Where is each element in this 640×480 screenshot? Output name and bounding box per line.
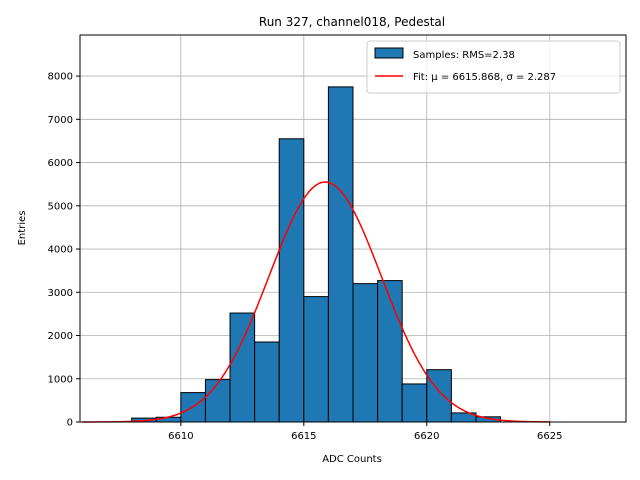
y-axis-label: Entries <box>17 211 28 246</box>
histogram-bar <box>327 86 354 423</box>
legend-fit-label: Fit: μ = 6615.868, σ = 2.287 <box>413 72 556 83</box>
legend: Samples: RMS=2.38 Fit: μ = 6615.868, σ =… <box>366 40 621 94</box>
chart-title: Run 327, channel018, Pedestal <box>259 15 445 29</box>
y-tick-label: 4000 <box>48 245 73 256</box>
legend-samples-swatch <box>374 47 404 59</box>
histogram-bar <box>303 296 329 423</box>
x-tick-label: 6625 <box>537 431 562 442</box>
histogram-bar <box>204 379 231 423</box>
plot-frame <box>79 34 627 423</box>
histogram-bar <box>254 341 280 423</box>
histogram-bars <box>131 86 502 423</box>
histogram-bar <box>278 138 305 423</box>
legend-box <box>366 40 621 94</box>
y-tick-label: 1000 <box>48 374 73 385</box>
histogram-bar <box>426 369 452 423</box>
histogram-bar <box>229 312 256 423</box>
y-tick-label: 6000 <box>48 158 73 169</box>
histogram-bar <box>377 280 403 423</box>
y-tick-label: 0 <box>67 418 73 429</box>
y-tick-label: 7000 <box>48 115 73 126</box>
histogram-bar <box>352 283 379 423</box>
x-tick-label: 6620 <box>414 431 439 442</box>
y-tick-label: 3000 <box>48 288 73 299</box>
fit-curve <box>82 181 550 423</box>
histogram-bar <box>155 416 182 423</box>
y-tick-label: 8000 <box>48 72 73 83</box>
fit-curve-group <box>82 181 550 423</box>
x-tick-label: 6615 <box>291 431 316 442</box>
y-axis-ticks: 0 1000 2000 3000 4000 5000 6000 7000 8000 <box>48 72 80 429</box>
y-tick-label: 2000 <box>48 331 73 342</box>
y-tick-label: 5000 <box>48 201 73 212</box>
x-tick-label: 6610 <box>168 431 193 442</box>
x-axis-label: ADC Counts <box>322 454 382 465</box>
x-axis-ticks: 6610 6615 6620 6625 <box>168 422 562 442</box>
histogram-bar <box>401 383 428 423</box>
legend-samples-label: Samples: RMS=2.38 <box>413 50 515 61</box>
